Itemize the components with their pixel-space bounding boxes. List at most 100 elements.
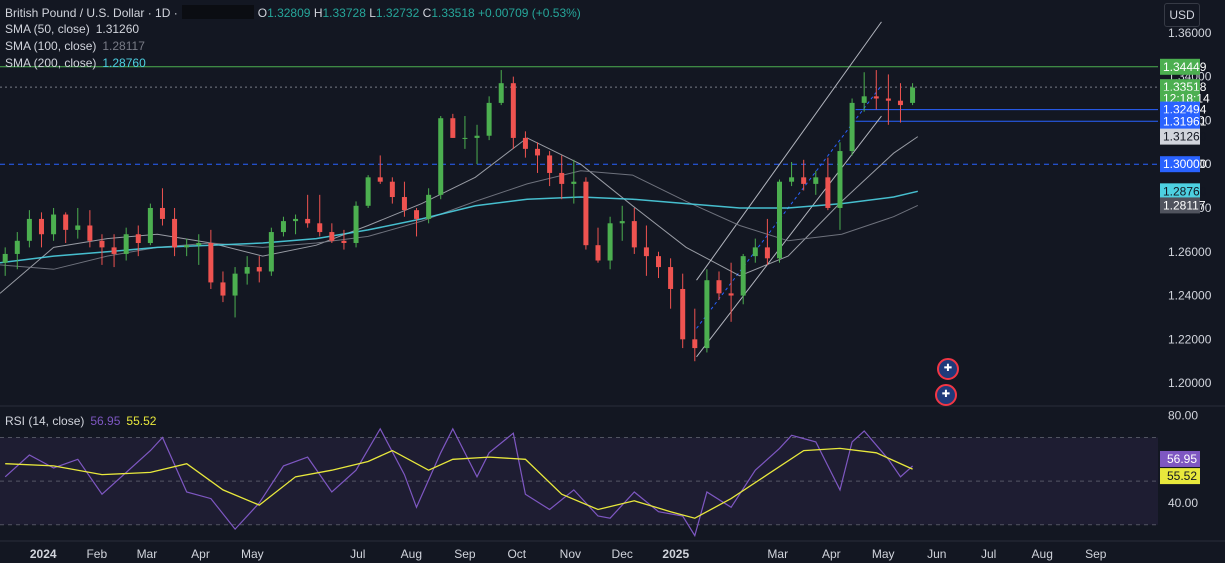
candle [147,207,153,243]
candle [111,247,117,254]
price-badge [1160,113,1200,130]
candle [414,210,420,219]
candle [389,181,395,198]
candle [692,339,698,349]
time-tick-label: Aug [401,547,422,561]
ohlc-low: 1.32732 [375,6,420,20]
price-tick-label: 1.36000 [1168,26,1212,40]
time-tick-label: Sep [454,547,476,561]
candle [38,218,44,235]
candle [401,197,407,211]
candle [776,181,782,259]
candle [547,155,553,173]
rsi-value: 56.95 [90,414,121,428]
rsi-tick-label: 80.00 [1168,409,1198,423]
candle [462,137,468,139]
time-tick-label: Aug [1032,547,1053,561]
candle [522,137,528,149]
time-tick-label: Feb [86,547,107,561]
gb-flag-icon[interactable]: ✚ [935,384,957,406]
candle [535,148,541,156]
candle [813,177,819,184]
candle [172,218,178,248]
candle [897,100,903,106]
candle [656,256,662,268]
price-tick-label: 1.26000 [1168,245,1212,259]
time-tick-label: 2024 [30,547,57,561]
candle [341,240,347,243]
candle [220,282,226,296]
candle [268,232,274,272]
time-tick-label: May [872,547,895,561]
sma50-line [0,136,919,294]
price-badge-label: 1.28760 [1163,184,1207,198]
time-tick-label: Jun [927,547,946,561]
sma50-legend[interactable]: SMA (50, close) 1.31260 [5,22,140,36]
candle [305,218,311,224]
sma100-legend[interactable]: SMA (100, close) 1.28117 [5,39,145,53]
time-tick-label: Mar [137,547,158,561]
candle [764,247,770,259]
sma100-value: 1.28117 [102,39,145,53]
rsi-tick-label: 40.00 [1168,496,1198,510]
time-tick-label: Oct [507,547,526,561]
price-badge-label: 1.31260 [1163,130,1207,144]
candle [123,234,129,254]
candle [716,280,722,294]
price-badge-label: 1.34449 [1163,60,1207,74]
candle [631,221,637,248]
price-tick-label: 1.22000 [1168,332,1212,346]
time-tick-label: Dec [612,547,633,561]
candle [365,177,371,206]
ohlc-change: +0.00709 (+0.53%) [478,6,581,20]
price-tick-label: 1.24000 [1168,289,1212,303]
gb-flag-icon[interactable]: ✚ [937,358,959,380]
candle [498,83,504,103]
candle [571,181,577,184]
candle [873,96,879,99]
candle [510,83,516,138]
candles-group [2,70,916,362]
time-tick-label: 2025 [662,547,689,561]
candle [619,221,625,224]
rsi-legend[interactable]: RSI (14, close) 56.95 55.52 [5,414,157,428]
sma200-value: 1.28760 [102,56,146,70]
candle [595,245,601,261]
time-tick-label: Apr [822,547,841,561]
time-tick-label: Sep [1085,547,1107,561]
price-badge [1160,197,1200,214]
price-badge-label: 1.31961 [1163,114,1207,128]
candle [861,96,867,103]
candle [26,218,32,241]
symbol-title[interactable]: British Pound / U.S. Dollar · 1D · [5,6,178,20]
currency-button[interactable]: USD [1164,3,1200,27]
candle [583,181,589,246]
price-badge [1160,58,1200,75]
symbol-header: British Pound / U.S. Dollar · 1D · O1.328… [5,5,581,20]
candle [51,214,57,235]
rsi-badge [1160,468,1200,485]
candle [801,177,807,184]
candle [244,267,250,274]
rsi-line [4,427,913,538]
candle [910,87,916,103]
candle [438,118,444,195]
candle [486,102,492,136]
candle [232,273,238,296]
candle [14,240,20,254]
price-tick-label: 1.20000 [1168,376,1212,390]
time-tick-label: Mar [767,547,788,561]
candle [643,247,649,257]
channel-lower-line [696,115,882,358]
candle [317,223,323,233]
price-badge-label: 1.28117 [1163,198,1206,212]
time-tick-label: Nov [560,547,581,561]
sma200-legend[interactable]: SMA (200, close) 1.28760 [5,56,146,70]
candle [680,288,686,340]
rsi-badge-label: 55.52 [1167,469,1197,483]
candle [293,218,299,222]
candle [728,293,734,296]
candle [329,232,335,241]
